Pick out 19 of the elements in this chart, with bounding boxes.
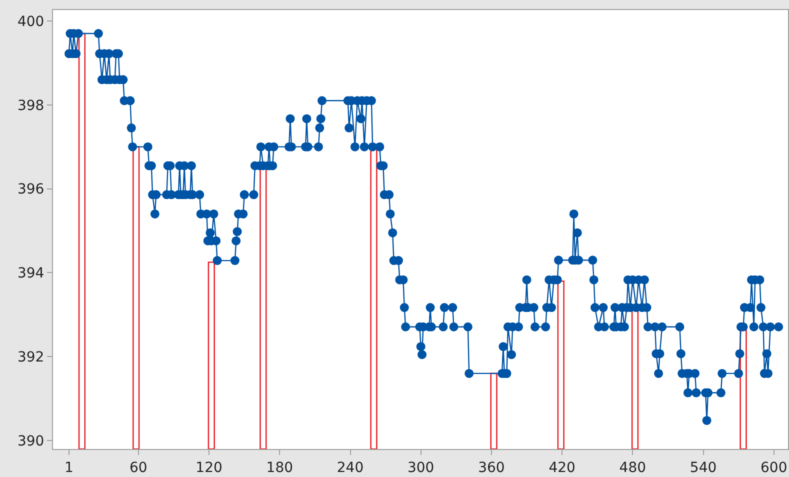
y-tick-label: 392 [17, 350, 44, 366]
x-tick-label: 300 [407, 460, 434, 476]
x-tick-label: 480 [619, 460, 646, 476]
x-tick-label: 540 [690, 460, 717, 476]
x-tick-label: 600 [760, 460, 788, 476]
y-tick-label: 398 [17, 98, 44, 114]
x-tick-label: 60 [130, 460, 148, 476]
x-tick-label: 420 [548, 460, 576, 476]
x-tick-label: 1 [64, 460, 74, 476]
x-tick-label: 360 [478, 460, 505, 476]
bar [208, 262, 215, 449]
bar [490, 372, 498, 449]
y-tick-label: 390 [17, 434, 44, 450]
x-tick-label: 240 [336, 460, 364, 476]
y-tick-label: 394 [17, 266, 44, 282]
y-tick-label: 400 [17, 14, 44, 30]
x-tick-label: 120 [196, 460, 222, 476]
x-tick-label: 180 [266, 460, 294, 476]
y-tick-label: 396 [17, 182, 44, 198]
